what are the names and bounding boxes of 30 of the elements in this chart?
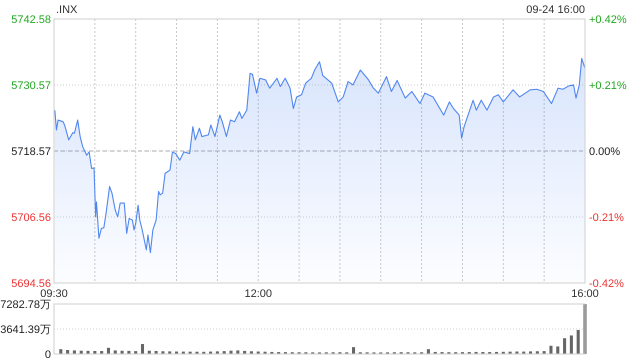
text: 09-24 16:00: [526, 4, 585, 16]
bar: [140, 344, 144, 354]
bar: [426, 349, 430, 354]
y2-tick-label: +0.21%: [589, 80, 627, 92]
bar: [563, 338, 566, 354]
bar: [570, 335, 573, 354]
y-tick-label: 3641.39万: [0, 324, 51, 336]
bar: [148, 350, 151, 354]
y-tick-label: 5742.58: [11, 14, 51, 26]
bar: [114, 350, 117, 354]
y-tick-label: 0: [44, 349, 51, 360]
x-tick-label: 12:00: [244, 288, 272, 300]
y2-tick-label: -0.21%: [589, 212, 624, 224]
bar: [556, 346, 560, 354]
bar: [352, 347, 356, 354]
y-tick-label: 7282.78万: [0, 299, 51, 311]
y-tick-label: 5694.56: [11, 278, 51, 290]
bar: [59, 349, 62, 354]
y2-tick-label: 0.00%: [589, 146, 620, 158]
chart-title: .INX: [56, 4, 78, 16]
y2-tick-label: -0.42%: [589, 278, 624, 290]
y-tick-label: 5718.57: [11, 146, 51, 158]
x-tick-label: 09:30: [40, 288, 68, 300]
y-tick-label: 5706.56: [11, 212, 51, 224]
bar: [229, 350, 233, 354]
bar: [576, 330, 580, 354]
y-tick-label: 5730.57: [11, 80, 51, 92]
y2-tick-label: +0.42%: [589, 14, 627, 26]
bar: [80, 350, 83, 354]
x-tick-label: 16:00: [571, 288, 599, 300]
